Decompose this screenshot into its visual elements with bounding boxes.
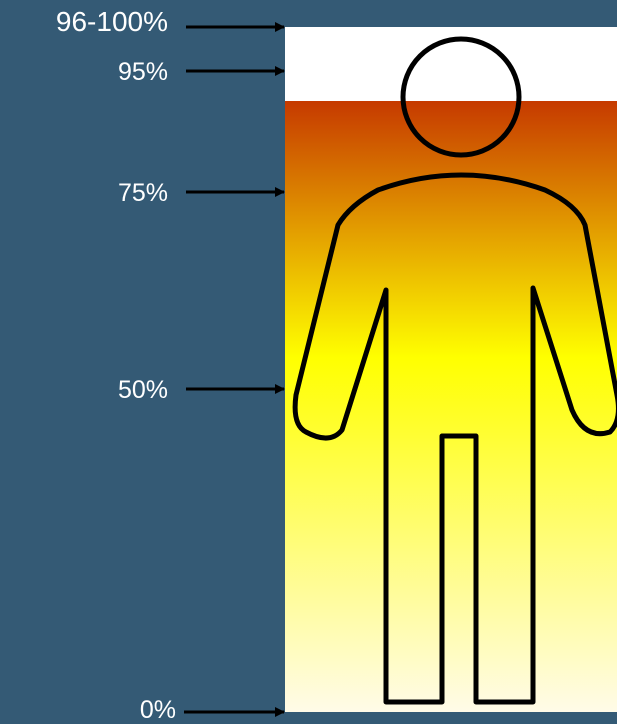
person-body (292, 172, 617, 705)
marker-label: 0% (139, 696, 176, 724)
gradient-band (285, 101, 617, 712)
marker-label: 75% (117, 179, 168, 207)
marker-label: 50% (117, 376, 168, 404)
person-outline-icon (292, 36, 617, 705)
marker-arrows (184, 22, 285, 717)
marker-label: 96-100% (55, 6, 168, 37)
person-head (400, 36, 522, 158)
marker-label: 95% (117, 58, 168, 86)
